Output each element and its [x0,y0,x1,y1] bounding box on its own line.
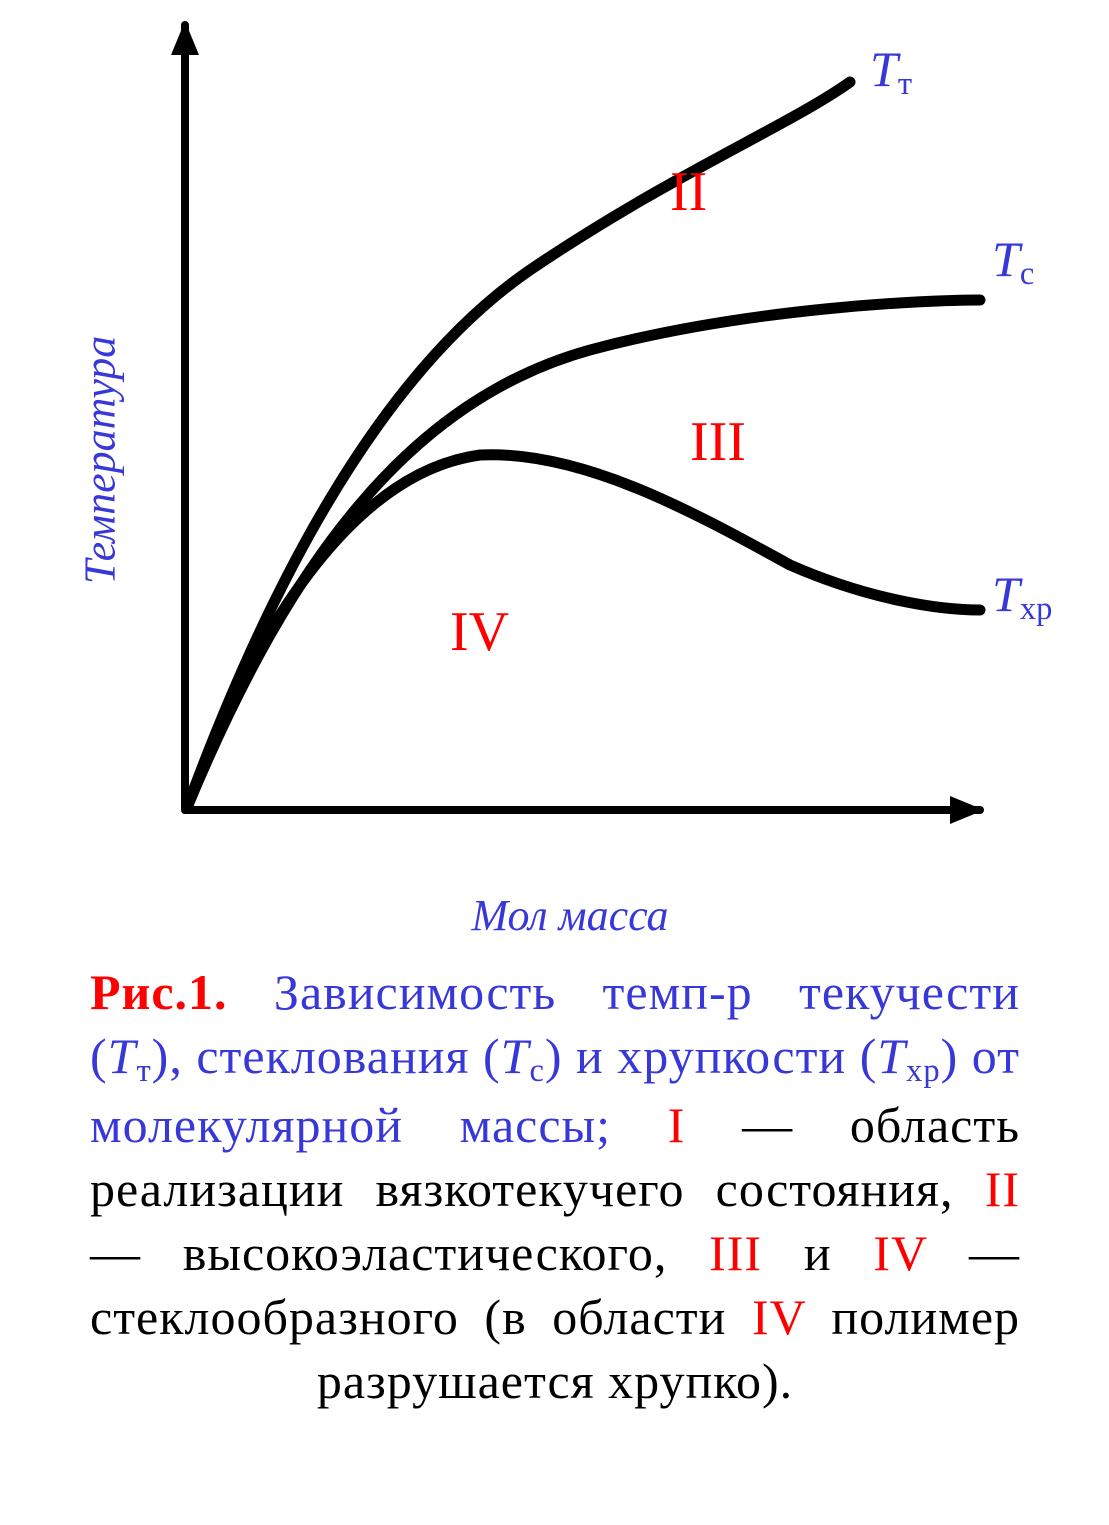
chart-svg [110,20,1030,880]
region-label-II: II [670,160,707,224]
region-label-IV: IV [450,600,509,664]
y-axis-label: Температура [75,336,126,585]
curve-label-Tc: Tс [992,230,1034,293]
curve-label-Tt: Tт [870,40,912,103]
curve-label-Txp: Tхр [992,565,1052,628]
figure-caption: Рис.1. Зависимость темп-р текучести (Tт)… [90,960,1020,1413]
region-label-III: III [690,410,746,474]
x-axis-label: Мол масса [471,890,668,941]
